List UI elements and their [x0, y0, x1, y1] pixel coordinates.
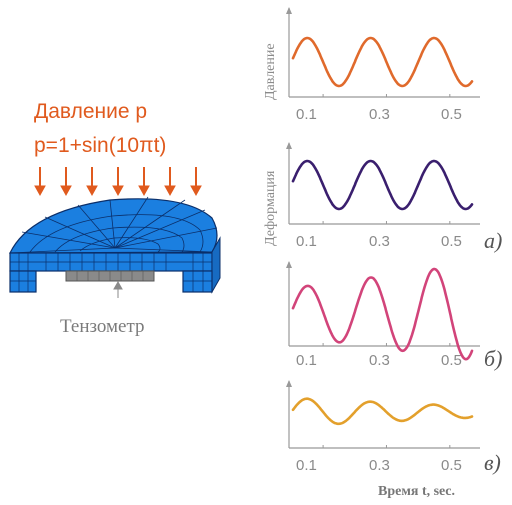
pressure-arrow: [86, 167, 98, 197]
x-tick-label: 0.1: [296, 106, 317, 123]
x-tick-label: 0.5: [441, 352, 462, 369]
sensor-pointer: [113, 280, 123, 298]
series-line: [291, 36, 474, 88]
pressure-arrow: [190, 167, 202, 197]
plate-model: [9, 196, 221, 294]
y-axis-label-deformation: Деформация: [263, 170, 278, 246]
pressure-arrow: [164, 167, 176, 197]
pressure-formula: p=1+sin(10πt): [34, 134, 167, 157]
x-tick-label: 0.5: [441, 233, 462, 250]
x-tick-label: 0.1: [296, 457, 317, 474]
x-tick-label: 0.5: [441, 106, 462, 123]
sensor-label: Тензометр: [60, 316, 145, 337]
x-tick-label: 0.3: [369, 106, 390, 123]
y-axis-arrowhead: [286, 261, 292, 268]
x-tick-label: 0.3: [369, 233, 390, 250]
series-line: [291, 159, 474, 211]
x-tick-label: 0.1: [296, 352, 317, 369]
y-axis-label-pressure: Давление: [263, 43, 278, 100]
panel-letter-a: а): [484, 228, 503, 253]
x-tick-label: 0.3: [369, 352, 390, 369]
pressure-arrow: [34, 167, 46, 197]
x-tick-label: 0.1: [296, 233, 317, 250]
x-axis-label-time: Время t, sec.: [378, 484, 455, 499]
series-line: [291, 397, 474, 426]
x-tick-label: 0.3: [369, 457, 390, 474]
pressure-arrow: [60, 167, 72, 197]
panel-letter-v: в): [484, 450, 501, 475]
pressure-arrows: [34, 167, 202, 197]
x-tick-label: 0.5: [441, 457, 462, 474]
pressure-arrow: [112, 167, 124, 197]
strain-gauge: [65, 270, 155, 282]
charts-layer: [286, 7, 480, 449]
series-line: [291, 267, 474, 361]
panel-letter-b: б): [484, 346, 503, 371]
y-axis-arrowhead: [286, 7, 292, 14]
y-axis-arrowhead: [286, 142, 292, 149]
y-axis-arrowhead: [286, 380, 292, 387]
pressure-arrow: [138, 167, 150, 197]
pressure-title: Давление p: [34, 100, 148, 123]
